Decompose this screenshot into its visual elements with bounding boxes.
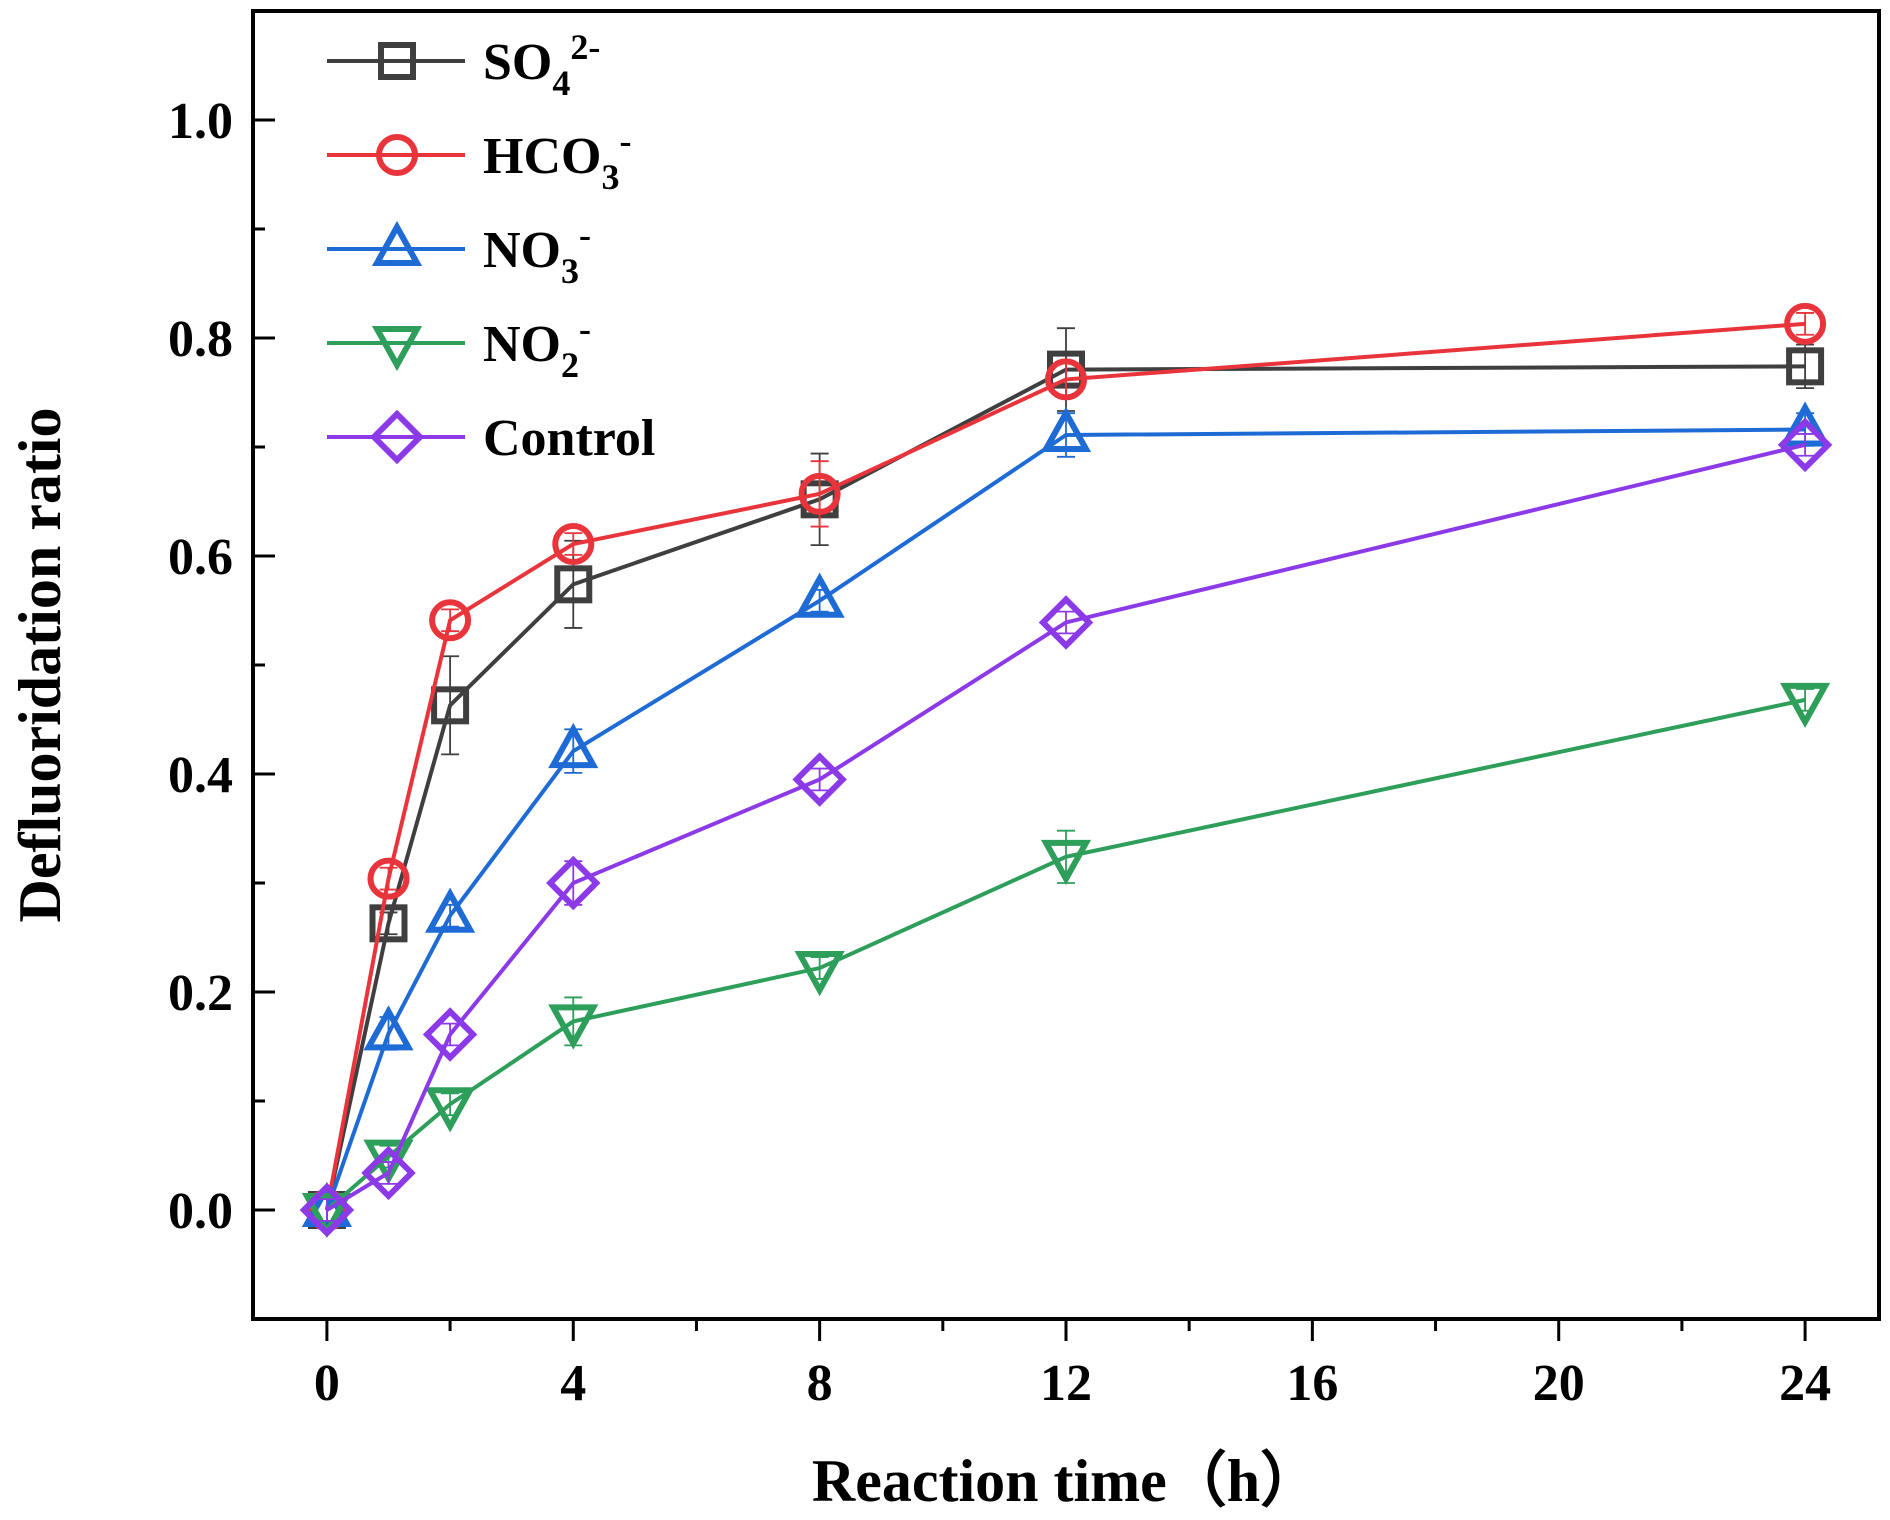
series-line — [325, 697, 1806, 1212]
series-line — [324, 364, 1806, 1211]
x-tick-label: 4 — [560, 1355, 586, 1412]
x-tick-label: 16 — [1286, 1355, 1338, 1412]
x-tick-label: 24 — [1779, 1355, 1831, 1412]
y-tick-label: 0.2 — [168, 965, 233, 1022]
data-point — [794, 572, 845, 618]
plot-frame — [251, 9, 1881, 1321]
legend-item-5: Control — [327, 409, 655, 467]
data-point — [548, 1004, 599, 1050]
data-point — [369, 904, 408, 943]
data-point — [554, 565, 593, 604]
legend-marker — [369, 409, 425, 465]
legend: SO42- HCO3- NO3- NO2- Control — [327, 27, 655, 467]
data-point — [429, 599, 472, 642]
series-4 — [301, 682, 1831, 1239]
series-5 — [299, 417, 1833, 1238]
data-point — [363, 1005, 414, 1051]
data-point — [299, 1182, 355, 1238]
legend-item-2: HCO3- — [327, 121, 631, 197]
y-tick-label: 0.6 — [168, 529, 233, 586]
data-point — [361, 1145, 416, 1201]
data-point — [1779, 682, 1831, 729]
series-line — [325, 427, 1806, 1211]
data-point — [546, 855, 601, 911]
data-point — [552, 523, 595, 566]
x-tick-label: 12 — [1040, 1355, 1092, 1412]
series-3 — [301, 401, 1831, 1227]
legend-marker — [371, 220, 423, 266]
y-axis-ticks: 0.0 0.2 0.4 0.6 0.8 1.0 — [168, 93, 275, 1240]
legend-label: Control — [483, 410, 655, 467]
data-point — [1784, 302, 1827, 345]
data-point — [431, 686, 470, 725]
x-axis-ticks: 0 4 8 12 16 20 24 — [314, 1319, 1831, 1412]
x-axis-title: Reaction time（h） — [812, 1447, 1320, 1514]
data-point — [301, 1193, 353, 1239]
data-point — [367, 857, 410, 900]
data-point — [1786, 347, 1825, 386]
legend-marker — [371, 326, 423, 372]
y-tick-label: 0.4 — [168, 747, 233, 804]
y-axis-title: Defluoridation ratio — [7, 408, 73, 923]
data-point — [548, 722, 599, 769]
data-point — [792, 752, 847, 807]
data-point — [794, 951, 845, 997]
legend-item-3: NO3- — [327, 215, 591, 291]
y-tick-label: 0.0 — [168, 1183, 233, 1240]
series-layer — [299, 302, 1833, 1239]
legend-item-4: NO2- — [327, 309, 591, 385]
data-point — [798, 472, 841, 515]
data-point — [1777, 417, 1833, 473]
x-tick-label: 0 — [314, 1355, 340, 1412]
legend-label: HCO3- — [483, 121, 631, 197]
data-point — [424, 1087, 476, 1133]
legend-label: SO42- — [483, 27, 600, 103]
x-tick-label: 8 — [807, 1355, 833, 1412]
legend-label: NO3- — [483, 215, 591, 291]
data-point — [1040, 406, 1092, 453]
legend-item-1: SO42- — [327, 27, 600, 103]
legend-label: NO2- — [483, 309, 591, 385]
data-point — [1045, 358, 1087, 401]
data-point — [424, 887, 476, 933]
data-point — [422, 1007, 478, 1062]
y-tick-label: 1.0 — [168, 93, 233, 150]
data-point — [1040, 839, 1092, 886]
legend-marker — [376, 134, 418, 176]
x-tick-label: 20 — [1533, 1355, 1585, 1412]
y-tick-label: 0.8 — [168, 311, 233, 368]
data-point — [1038, 595, 1094, 650]
legend-marker — [378, 42, 416, 80]
